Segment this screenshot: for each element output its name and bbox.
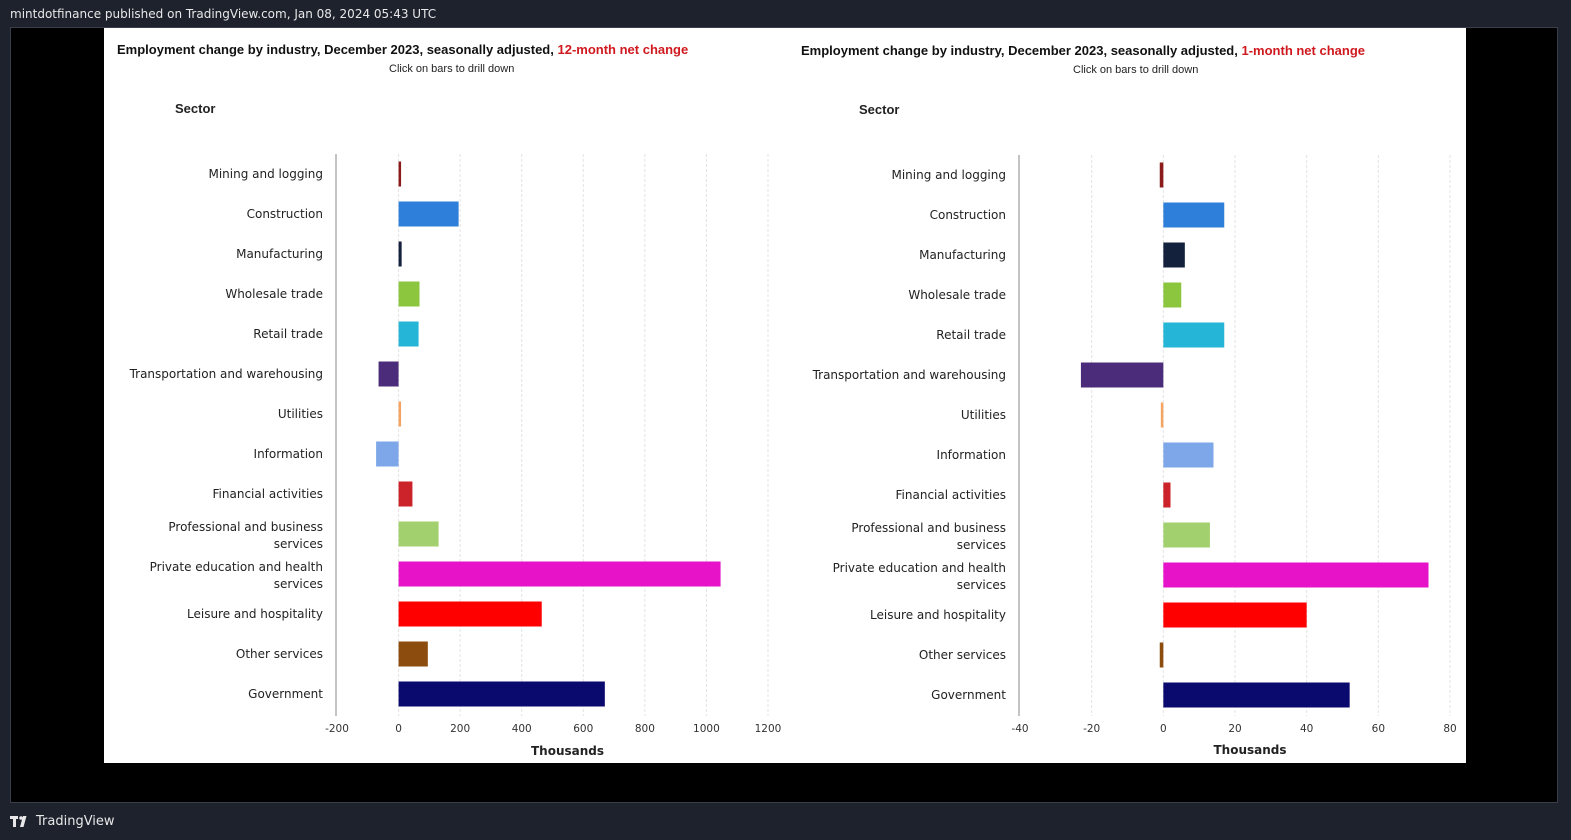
chart-2-bar <box>1080 362 1164 388</box>
chart-2-bar <box>1163 242 1185 268</box>
chart-2-category-label: Transportation and warehousing <box>812 368 1006 382</box>
chart-2-x-tick-label: -20 <box>1083 723 1100 735</box>
chart-1-category-label: Information <box>254 447 323 461</box>
chart-2-bar <box>1159 162 1164 188</box>
chart-2-x-tick-label: 40 <box>1300 723 1313 735</box>
chart-2-bar <box>1159 642 1164 668</box>
chart-2-bar <box>1163 322 1225 348</box>
chart-1-category-label: Manufacturing <box>236 247 323 261</box>
chart-2-bar <box>1163 202 1225 228</box>
chart-1-category-label: Mining and logging <box>208 167 323 181</box>
chart-1-category-label: Construction <box>247 207 323 221</box>
chart-1-bar <box>398 321 419 347</box>
chart-2-x-tick-label: 0 <box>1160 723 1167 735</box>
chart-2-bar <box>1163 682 1350 708</box>
chart-2-title-main: Employment change by industry, December … <box>801 43 1238 58</box>
chart-2-x-tick-label: 80 <box>1443 723 1456 735</box>
chart-canvas: Employment change by industry, December … <box>104 28 1466 763</box>
chart-1-bar <box>398 281 420 307</box>
chart-1-title-main: Employment change by industry, December … <box>117 42 554 57</box>
chart-1-sector-label: Sector <box>175 101 216 116</box>
chart-1-bar <box>398 241 402 267</box>
chart-1-bar <box>398 641 428 667</box>
chart-1-bar <box>398 601 542 627</box>
chart-1-bar <box>398 681 605 707</box>
chart-1-category-label: Government <box>248 687 323 701</box>
chart-2-title: Employment change by industry, December … <box>801 43 1365 58</box>
chart-2-bar <box>1163 562 1429 588</box>
chart-2-category-label: Wholesale trade <box>908 288 1006 302</box>
attribution-bar: mintdotfinance published on TradingView.… <box>0 0 1571 28</box>
chart-1-x-tick-label: -200 <box>325 723 349 735</box>
footer-brand[interactable]: TradingView <box>36 814 115 829</box>
chart-2-category-label: Information <box>937 448 1006 462</box>
chart-1-category-label: Private education and health services <box>150 560 323 591</box>
chart-1-x-tick-label: 1200 <box>755 723 782 735</box>
chart-1-bar <box>398 401 402 427</box>
chart-2-category-label: Other services <box>919 648 1006 662</box>
chart-1-bar <box>398 561 721 587</box>
chart-2-category-label: Mining and logging <box>891 168 1006 182</box>
chart-1-x-tick-label: 400 <box>512 723 532 735</box>
chart-1-bar <box>398 481 413 507</box>
chart-2-category-label: Professional and business services <box>851 521 1006 552</box>
chart-1-category-label: Retail trade <box>253 327 323 341</box>
chart-1-x-tick-label: 800 <box>635 723 655 735</box>
chart-1-bar <box>398 161 402 187</box>
chart-1-category-label: Wholesale trade <box>225 287 323 301</box>
chart-1-bar <box>378 361 399 387</box>
chart-1-subtitle: Click on bars to drill down <box>389 63 515 75</box>
chart-1-category-label: Utilities <box>278 407 323 421</box>
chart-1-category-label: Other services <box>236 647 323 661</box>
chart-2-category-label: Financial activities <box>896 488 1006 502</box>
chart-2-x-axis-label: Thousands <box>1213 743 1286 757</box>
chart-2-x-tick-label: 20 <box>1228 723 1241 735</box>
chart-2-bar <box>1163 282 1182 308</box>
chart-2-bar <box>1163 442 1214 468</box>
chart-1-category-label: Leisure and hospitality <box>187 607 323 621</box>
chart-1-x-axis-label: Thousands <box>531 744 604 758</box>
chart-2-category-label: Manufacturing <box>919 248 1006 262</box>
chart-2-bar <box>1163 602 1307 628</box>
chart-2-category-label: Retail trade <box>936 328 1006 342</box>
chart-1-title: Employment change by industry, December … <box>117 42 688 57</box>
chart-2-bar <box>1163 522 1210 548</box>
chart-2-x-tick-label: 60 <box>1372 723 1385 735</box>
chart-1-bar <box>398 201 459 227</box>
chart-1-x-tick-label: 200 <box>450 723 470 735</box>
chart-2-category-label: Utilities <box>961 408 1006 422</box>
chart-1-x-tick-label: 0 <box>395 723 402 735</box>
chart-1-bar <box>398 521 439 547</box>
chart-2-title-highlight: 1-month net change <box>1241 43 1365 58</box>
chart-2-sector-label: Sector <box>859 102 900 117</box>
chart-1-category-label: Financial activities <box>213 487 323 501</box>
attribution-text: mintdotfinance published on TradingView.… <box>10 7 437 21</box>
chart-2-subtitle: Click on bars to drill down <box>1073 64 1199 76</box>
chart-2-category-label: Private education and health services <box>833 561 1006 592</box>
chart-2-bar <box>1160 402 1164 428</box>
chart-1-x-tick-label: 1000 <box>693 723 720 735</box>
chart-2-x-tick-label: -40 <box>1011 723 1028 735</box>
chart-2-bar <box>1163 482 1171 508</box>
chart-1-bar <box>376 441 399 467</box>
chart-1-category-label: Professional and business services <box>168 520 323 551</box>
chart-1-title-highlight: 12-month net change <box>557 42 689 57</box>
chart-1-x-tick-label: 600 <box>573 723 593 735</box>
footer-bar: TradingView <box>0 803 1571 840</box>
tradingview-logo-icon[interactable] <box>10 815 30 828</box>
chart-2-category-label: Government <box>931 688 1006 702</box>
chart-1-category-label: Transportation and warehousing <box>129 367 323 381</box>
chart-2-category-label: Construction <box>930 208 1006 222</box>
chart-2-category-label: Leisure and hospitality <box>870 608 1006 622</box>
